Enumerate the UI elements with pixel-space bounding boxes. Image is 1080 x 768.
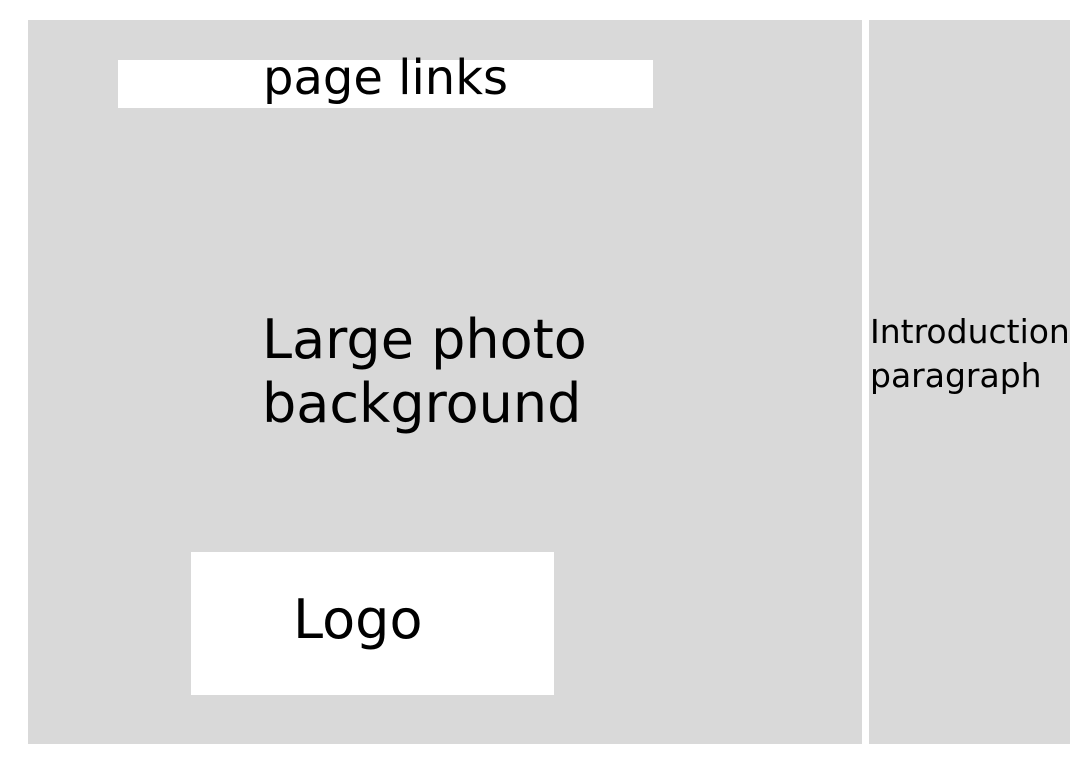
page-links-nav[interactable]: page links — [118, 54, 653, 108]
logo-label: Logo — [293, 588, 423, 651]
hero-caption-line: background — [262, 372, 582, 435]
logo[interactable]: Logo — [191, 552, 554, 695]
page-links-label: page links — [262, 50, 509, 106]
introduction-panel: Introduction paragraph — [869, 20, 1070, 744]
introduction-line: paragraph — [870, 356, 1042, 395]
introduction-line: Introduction — [870, 312, 1070, 351]
introduction-paragraph: Introduction paragraph — [870, 310, 1070, 398]
hero-caption: Large photo background — [262, 308, 602, 436]
hero-caption-line: Large photo — [262, 308, 587, 371]
hero-photo-background: page links Large photo background Logo — [28, 20, 862, 744]
